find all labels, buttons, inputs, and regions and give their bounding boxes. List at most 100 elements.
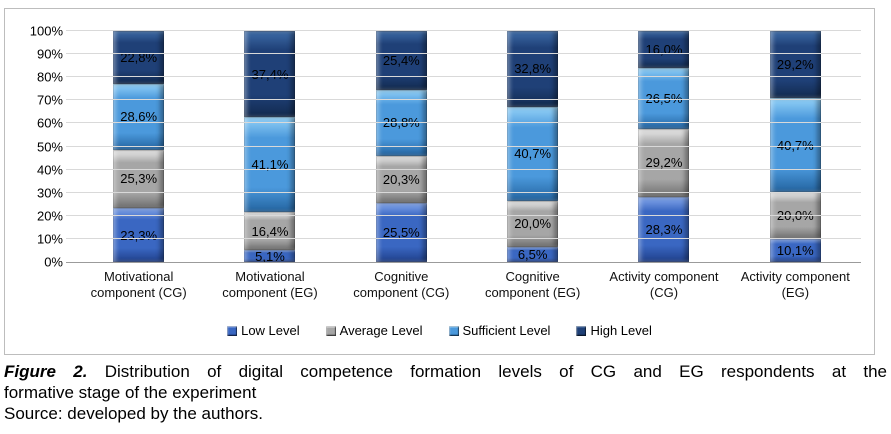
figure-number-label: Figure 2. [4,362,88,381]
legend-label: High Level [590,323,652,338]
gridline [66,30,861,31]
segment-value-label: 29,2% [645,155,683,171]
category-slot-motivational-component-eg: 5,1% 16,4% 41,1% 37,4% [204,31,335,264]
y-axis-tick-label: 100% [29,23,63,39]
y-axis-tick-label: 50% [36,139,63,154]
segment-average-level: 16,4% [244,212,296,251]
bars-container: 23,3% 25,3% 28,6% 22,8% 5,1% 16,4% 41,1% 37,4% 2… [73,31,861,264]
segment-value-label: 25,4% [382,52,420,68]
bar-activity-component-eg: 10,1% 20,0% 40,7% 29,2% [769,31,821,262]
segment-low-level: 25,5% [375,203,427,262]
y-axis: 0% 10% 20% 30% 40% 50% 60% 70% 80% 90% 100% [11,25,67,269]
x-axis-line [66,262,861,263]
x-axis-label-motivational-component-eg: Motivational component (EG) [222,269,318,300]
caption-text: Distribution of digital competence forma… [104,362,887,381]
figure-caption: Figure 2. Distribution of digital compet… [4,361,887,424]
segment-value-label: 20,3% [382,172,420,188]
y-axis-tick-label: 80% [36,69,63,85]
y-axis-tick-label: 10% [36,231,63,247]
segment-average-level: 25,3% [113,149,165,209]
gridline [66,145,861,147]
bar-motivational-component-eg: 5,1% 16,4% 41,1% 37,4% [244,31,296,264]
legend-item-sufficient-level: Sufficient Level [448,323,551,338]
segment-low-level: 23,3% [113,208,165,262]
legend-label: Low Level [241,323,300,338]
bar-motivational-component-cg: 23,3% 25,3% 28,6% 22,8% [113,31,165,262]
segment-low-level: 6,5% [507,247,559,262]
legend-label: Sufficient Level [462,323,551,338]
segment-high-level: 32,8% [507,31,559,107]
y-axis-tick-label: 40% [36,162,63,178]
y-axis-tick-label: 90% [36,46,63,62]
bar-cognitive-component-eg: 6,5% 20,0% 40,7% 32,8% [507,31,559,262]
bar-cognitive-component-cg: 25,5% 20,3% 28,8% 25,4% [375,31,427,262]
gridline [66,214,861,216]
gridline [66,122,861,124]
caption-source: Source: developed by the authors. [4,404,263,423]
segment-value-label: 26,5% [645,91,683,107]
segment-value-label: 20,0% [514,216,552,232]
gridline [66,53,861,55]
legend-item-high-level: High Level [576,323,652,338]
y-axis-tick-label: 30% [36,185,63,201]
caption-line-2: formative stage of the experiment [4,383,257,402]
segment-value-label: 16,4% [251,223,289,239]
category-slot-activity-component-eg: 10,1% 20,0% 40,7% 29,2% [730,31,861,262]
segment-sufficient-level: 26,5% [638,68,690,130]
segment-average-level: 20,0% [507,200,559,247]
legend-swatch-icon [227,325,238,336]
category-slot-motivational-component-cg: 23,3% 25,3% 28,6% 22,8% [73,31,204,262]
x-axis-label-activity-component-cg: Activity component (CG) [609,269,719,300]
stacked-bar-chart: 0% 10% 20% 30% 40% 50% 60% 70% 80% 90% 100% 23,3% 2… [4,8,875,355]
legend-swatch-icon [325,325,336,336]
segment-average-level: 20,3% [375,156,427,204]
segment-value-label: 23,3% [120,227,158,243]
y-axis-tick-label: 60% [36,115,63,131]
segment-value-label: 10,1% [776,242,814,258]
gridline [66,168,861,170]
segment-value-label: 5,1% [255,248,285,264]
segment-high-level: 37,4% [244,31,296,118]
segment-value-label: 25,5% [382,225,420,241]
segment-value-label: 16,0% [645,42,683,58]
segment-sufficient-level: 40,7% [769,98,821,193]
gridline [66,191,861,193]
gridline [66,99,861,101]
legend-label: Average Level [339,323,423,338]
bar-activity-component-cg: 28,3% 29,2% 26,5% 16,0% [638,31,690,262]
segment-value-label: 28,3% [645,221,683,237]
caption-line-1: Figure 2. Distribution of digital compet… [4,361,887,382]
segment-value-label: 25,3% [120,171,158,187]
segment-value-label: 41,1% [251,157,289,173]
segment-value-label: 28,6% [120,109,158,125]
plot-area: 23,3% 25,3% 28,6% 22,8% 5,1% 16,4% 41,1% 37,4% 2… [66,30,861,264]
y-axis-tick-label: 0% [44,254,63,270]
segment-sufficient-level: 41,1% [244,117,296,213]
segment-average-level: 29,2% [638,129,690,197]
category-slot-activity-component-cg: 28,3% 29,2% 26,5% 16,0% [598,31,729,262]
y-axis-tick-label: 20% [36,208,63,224]
x-axis-label-cognitive-component-cg: Cognitive component (CG) [353,269,450,300]
x-axis-label-cognitive-component-eg: Cognitive component (EG) [484,269,581,300]
segment-low-level: 5,1% [244,248,296,264]
legend-item-average-level: Average Level [325,323,423,338]
category-slot-cognitive-component-cg: 25,5% 20,3% 28,8% 25,4% [336,31,467,262]
segment-value-label: 6,5% [517,247,548,262]
segment-high-level: 25,4% [375,31,427,90]
segment-low-level: 28,3% [638,196,690,262]
segment-value-label: 32,8% [514,61,552,77]
chart-legend: Low Level Average Level Sufficient Level Hi… [5,323,874,338]
x-axis-label-activity-component-eg: Activity component (EG) [740,269,850,300]
segment-value-label: 29,2% [776,57,814,73]
segment-high-level: 16,0% [638,31,690,68]
segment-low-level: 10,1% [769,238,821,262]
segment-value-label: 22,8% [120,49,158,65]
x-axis-labels: Motivational component (CG) Motivational … [73,269,861,301]
segment-high-level: 22,8% [113,31,165,84]
y-axis-tick-label: 70% [36,92,63,108]
segment-high-level: 29,2% [769,31,821,99]
gridline [66,76,861,78]
gridline [66,237,861,239]
segment-value-label: 40,7% [776,137,814,153]
legend-swatch-icon [448,325,459,336]
